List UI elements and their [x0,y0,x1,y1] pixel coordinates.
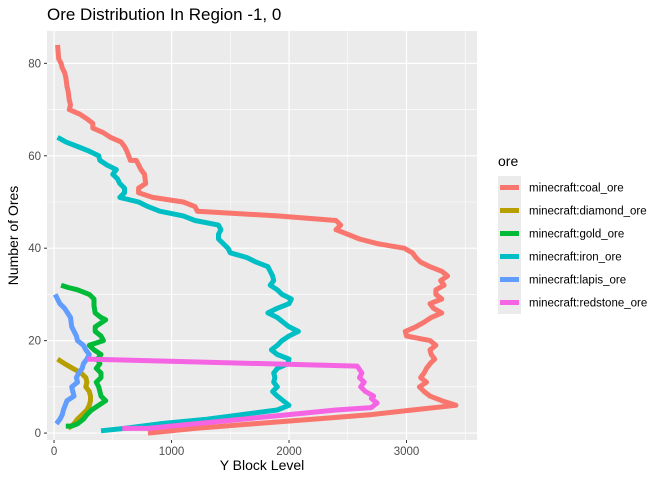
series-line-5 [86,356,380,431]
series-line-0 [55,44,459,436]
y-axis-title: Number of Ores [5,186,21,286]
legend-title: ore [498,153,518,169]
plot-panel [47,31,477,440]
legend-label: minecraft:iron_ore [529,252,622,264]
major-gridlines [47,31,477,440]
y-tick-label: 80 [28,58,41,70]
legend-label: minecraft:diamond_ore [529,206,647,218]
series-line-3 [56,135,301,434]
x-axis-title: Y Block Level [220,457,305,473]
series-lines [52,44,459,436]
legend: ore minecraft:coal_ore minecraft:diamond_… [498,153,647,314]
x-tick-label: 1000 [159,446,185,458]
x-tick-label: 0 [51,446,57,458]
y-tick-label: 20 [28,336,41,348]
y-tick-label: 60 [28,151,41,163]
y-tick-label: 40 [28,243,41,255]
legend-label: minecraft:coal_ore [529,183,624,195]
legend-label: minecraft:gold_ore [529,229,624,241]
legend-label: minecraft:lapis_ore [529,275,626,287]
legend-label: minecraft:redstone_ore [529,298,647,310]
series-line-4 [52,293,92,426]
x-tick-label: 2000 [276,446,302,458]
x-tick-label: 3000 [394,446,420,458]
y-tick-label: 0 [35,428,41,440]
x-axis-ticks: 0 1000 2000 3000 [51,440,419,458]
chart-title: Ore Distribution In Region -1, 0 [47,5,281,24]
series-line-1 [56,357,93,431]
y-axis-ticks: 0 20 40 60 80 [28,58,47,440]
